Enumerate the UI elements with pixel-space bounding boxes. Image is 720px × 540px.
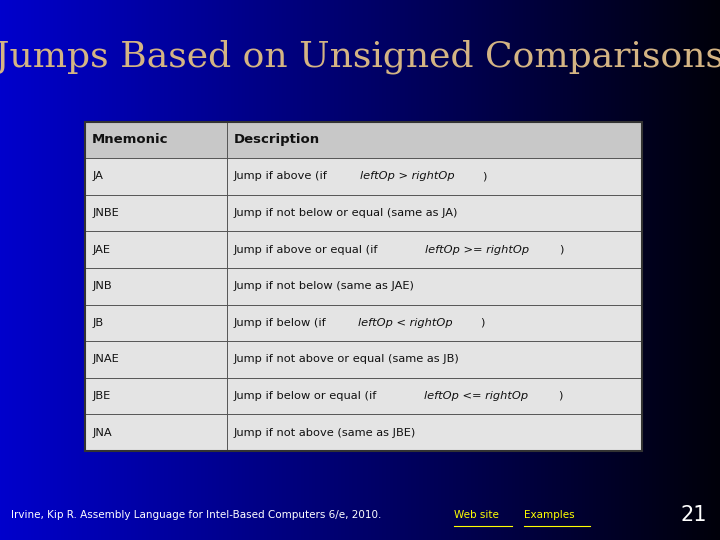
Text: ): )	[482, 171, 486, 181]
Text: Description: Description	[234, 133, 320, 146]
Text: JAE: JAE	[92, 245, 110, 254]
Text: ): )	[559, 245, 564, 254]
Text: leftOp < rightOp: leftOp < rightOp	[359, 318, 453, 328]
Bar	[85, 122, 642, 451]
Text: Jumps Based on Unsigned Comparisons: Jumps Based on Unsigned Comparisons	[0, 39, 720, 74]
Bar	[85, 122, 642, 451]
Text: Web site: Web site	[454, 510, 498, 519]
Text: JNBE: JNBE	[92, 208, 119, 218]
Text: ): )	[480, 318, 485, 328]
Text: JNAE: JNAE	[92, 354, 119, 364]
Text: Examples: Examples	[524, 510, 575, 519]
Text: 21: 21	[680, 504, 706, 525]
Text: Jump if not below or equal (same as JA): Jump if not below or equal (same as JA)	[234, 208, 459, 218]
Text: Jump if above or equal (if: Jump if above or equal (if	[234, 245, 382, 254]
Text: JB: JB	[92, 318, 103, 328]
Text: JA: JA	[92, 171, 103, 181]
Bar	[85, 122, 642, 158]
Text: Jump if not above (same as JBE): Jump if not above (same as JBE)	[234, 428, 416, 437]
Text: Irvine, Kip R. Assembly Language for Intel-Based Computers 6/e, 2010.: Irvine, Kip R. Assembly Language for Int…	[11, 510, 381, 519]
Text: Jump if above (if: Jump if above (if	[234, 171, 331, 181]
Text: Jump if not above or equal (same as JB): Jump if not above or equal (same as JB)	[234, 354, 460, 364]
Text: Mnemonic: Mnemonic	[92, 133, 168, 146]
Text: leftOp >= rightOp: leftOp >= rightOp	[425, 245, 529, 254]
Text: Jump if below or equal (if: Jump if below or equal (if	[234, 391, 381, 401]
Text: ): )	[558, 391, 562, 401]
Text: leftOp > rightOp: leftOp > rightOp	[360, 171, 454, 181]
Text: JNB: JNB	[92, 281, 112, 291]
Text: JBE: JBE	[92, 391, 110, 401]
Text: Jump if not below (same as JAE): Jump if not below (same as JAE)	[234, 281, 415, 291]
Text: Jump if below (if: Jump if below (if	[234, 318, 330, 328]
Text: leftOp <= rightOp: leftOp <= rightOp	[423, 391, 528, 401]
Text: JNA: JNA	[92, 428, 112, 437]
